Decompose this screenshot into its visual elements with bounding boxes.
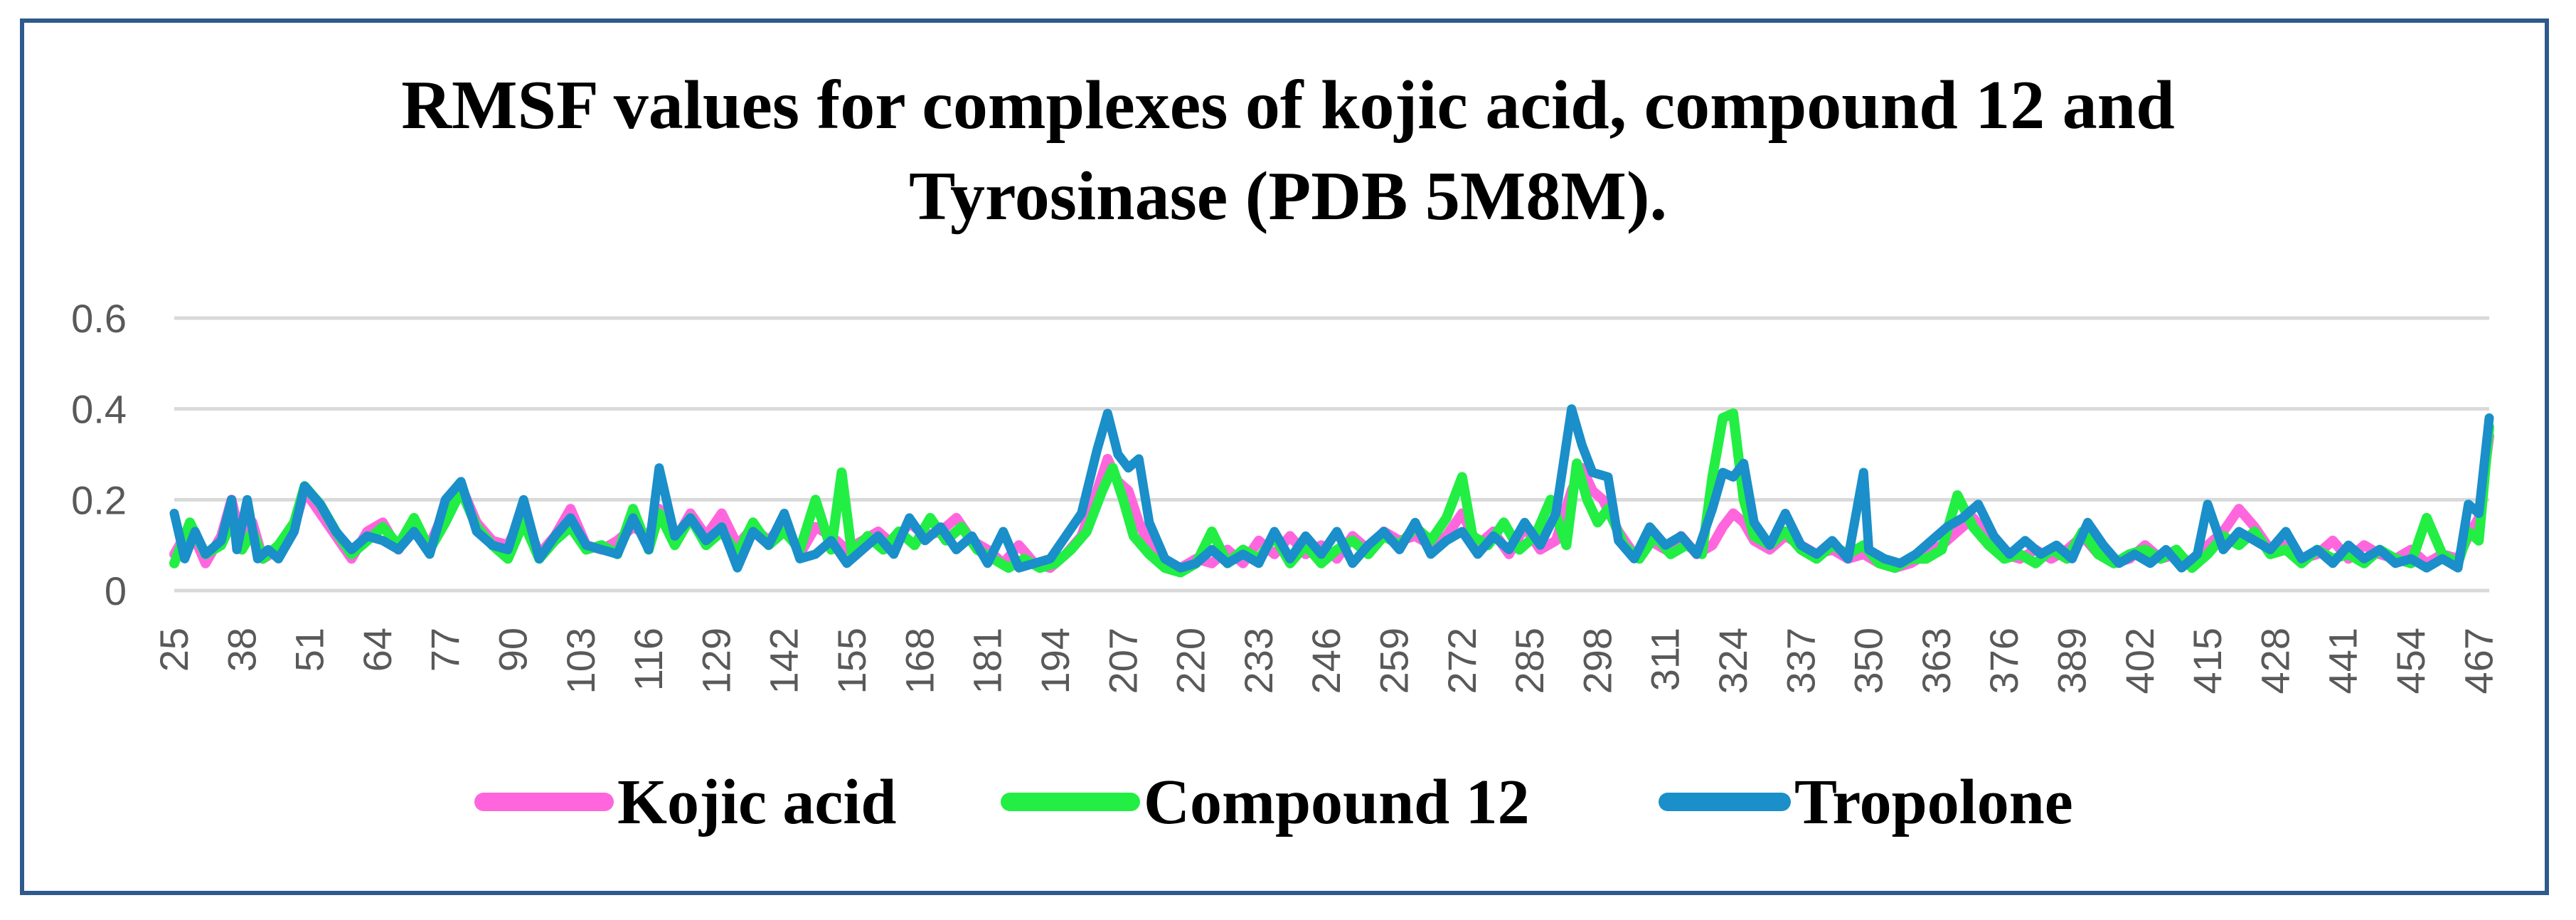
x-tick-label: 454 [2388, 628, 2433, 694]
legend: Kojic acid Compound 12 Tropolone [474, 767, 2073, 837]
x-tick-label: 298 [1575, 628, 1619, 694]
x-tick-label: 220 [1169, 628, 1213, 694]
x-tick-label: 77 [422, 628, 467, 672]
x-tick-label: 207 [1100, 628, 1145, 694]
x-tick-label: 155 [829, 628, 874, 694]
x-tick-label: 376 [1981, 628, 2026, 694]
x-tick-label: 129 [693, 628, 738, 694]
x-tick-label: 116 [626, 628, 671, 691]
y-axis-tick-labels: 0 0.2 0.4 0.6 [71, 296, 127, 613]
x-tick-label: 51 [287, 628, 332, 672]
x-tick-label: 142 [762, 628, 807, 694]
x-tick-label: 64 [355, 628, 400, 672]
series-line-tropolone [169, 404, 2494, 573]
x-axis-tick-labels: 25 38 51 64 77 90 103 116 129 142 155 168 181 194 207 2… [151, 628, 2501, 694]
y-tick-label: 0.4 [71, 387, 127, 432]
x-tick-label: 363 [1914, 628, 1959, 694]
x-tick-label: 103 [558, 628, 603, 694]
x-tick-label: 389 [2050, 628, 2095, 694]
x-tick-label: 233 [1236, 628, 1281, 694]
y-tick-label: 0 [105, 569, 127, 613]
chart-title: RMSF values for complexes of kojic acid,… [401, 67, 2175, 235]
legend-label-kojic-acid: Kojic acid [617, 767, 896, 837]
x-tick-label: 285 [1507, 628, 1552, 694]
y-tick-label: 0.6 [71, 296, 127, 341]
legend-label-tropolone: Tropolone [1794, 767, 2073, 837]
series-line-compound-12 [169, 408, 2494, 578]
x-tick-label: 467 [2456, 628, 2501, 694]
x-tick-label: 246 [1304, 628, 1348, 694]
x-tick-label: 194 [1033, 628, 1077, 694]
x-tick-label: 441 [2321, 628, 2365, 694]
x-tick-label: 168 [897, 628, 942, 694]
y-tick-label: 0.2 [71, 477, 127, 522]
x-tick-label: 90 [491, 628, 536, 672]
x-tick-label: 272 [1439, 628, 1484, 694]
chart-title-line-1: RMSF values for complexes of kojic acid,… [401, 67, 2175, 144]
x-tick-label: 428 [2252, 628, 2297, 694]
x-tick-label: 311 [1643, 628, 1688, 691]
data-series [169, 404, 2494, 578]
legend-label-compound-12: Compound 12 [1144, 767, 1530, 837]
x-tick-label: 415 [2185, 628, 2230, 694]
x-tick-label: 25 [151, 628, 196, 672]
x-tick-label: 38 [219, 628, 264, 672]
x-tick-label: 402 [2117, 628, 2162, 694]
x-tick-label: 337 [1778, 628, 1823, 694]
x-tick-label: 181 [965, 628, 1010, 694]
x-tick-label: 324 [1710, 628, 1755, 694]
chart-frame [20, 18, 2549, 895]
x-tick-label: 259 [1371, 628, 1416, 694]
gridlines [174, 316, 2489, 593]
chart-title-line-2: Tyrosinase (PDB 5M8M). [909, 158, 1667, 235]
x-tick-label: 350 [1846, 628, 1891, 694]
